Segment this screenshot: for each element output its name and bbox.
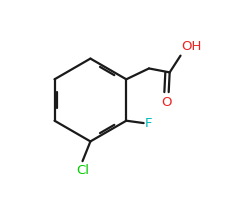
Text: Cl: Cl: [76, 164, 89, 177]
Text: O: O: [162, 96, 172, 109]
Text: F: F: [145, 117, 152, 130]
Text: OH: OH: [181, 40, 202, 53]
